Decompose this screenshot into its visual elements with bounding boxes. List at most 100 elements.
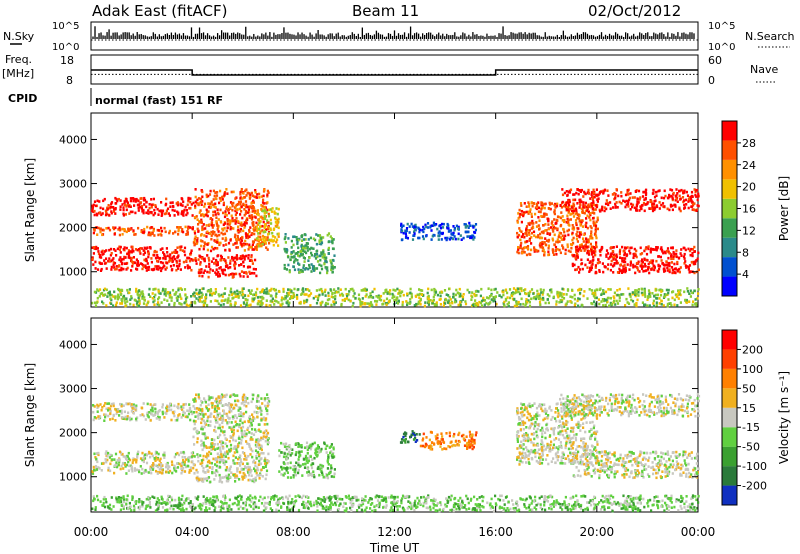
range-cell [251,194,255,198]
range-cell [143,246,146,250]
range-cell [190,268,193,272]
range-cell [140,204,144,208]
range-cell [205,193,208,197]
range-cell [255,293,258,297]
range-cell [164,268,167,271]
range-cell [365,293,368,296]
range-cell [670,257,673,261]
range-cell [327,252,330,255]
range-cell [236,476,239,479]
range-cell [268,241,271,245]
range-cell [594,230,597,233]
range-cell [244,212,247,215]
range-cell [307,238,310,241]
range-cell [589,218,592,222]
range-cell [149,419,152,422]
range-cell [519,229,522,232]
range-cell [261,229,264,232]
range-cell [153,457,156,460]
range-cell [142,198,145,202]
range-cell [201,190,204,194]
range-cell [693,271,696,275]
range-cell [328,298,331,301]
range-cell [215,220,218,223]
range-cell [207,205,211,209]
range-cell [474,223,478,226]
range-cell [152,288,155,291]
range-cell [203,301,207,305]
range-cell [511,291,515,294]
range-cell [247,289,250,292]
range-cell [161,211,164,215]
range-cell [628,268,631,271]
range-cell [120,268,123,272]
range-cell [160,226,163,230]
range-cell [318,288,321,292]
range-cell [665,293,668,296]
range-cell [569,250,572,253]
range-cell [277,232,280,236]
range-cell [321,256,324,259]
range-cell [137,469,141,472]
range-cell [212,247,215,251]
range-cell [122,257,125,261]
range-cell [525,292,528,296]
range-cell [597,258,600,261]
range-cell [176,250,179,254]
range-cell [184,266,187,269]
range-cell [393,295,396,299]
range-cell [197,258,200,261]
range-cell [96,296,99,300]
range-cell [395,298,398,302]
range-cell [273,303,276,306]
range-cell [332,296,335,299]
range-cell [416,293,419,297]
range-cell [560,292,563,295]
range-cell [129,458,132,462]
range-cell [193,237,196,241]
range-cell [285,251,288,254]
range-cell [241,216,244,220]
range-cell [122,294,126,298]
range-cell [519,287,522,290]
range-cell [257,228,260,231]
range-cell [119,251,122,254]
range-cell [552,295,555,299]
range-cell [132,250,135,253]
range-cell [445,298,448,302]
range-cell [120,258,123,261]
range-cell [613,264,616,267]
range-cell [234,222,237,225]
range-cell [158,409,161,412]
range-cell [582,205,585,209]
range-cell [128,291,131,294]
range-cell [558,248,561,252]
range-cell [113,458,116,461]
range-cell [608,255,612,259]
range-cell [537,297,540,300]
range-cell [231,276,234,279]
range-cell [681,196,685,199]
range-cell [142,302,146,305]
range-cell [579,203,582,206]
range-cell [161,289,164,293]
range-cell [410,222,413,226]
range-cell [525,234,528,237]
range-cell [312,269,315,272]
range-cell [122,214,125,217]
range-cell [250,202,253,205]
range-cell [626,189,629,192]
range-cell [240,244,244,248]
range-cell [571,224,574,227]
range-cell [181,470,184,473]
range-cell [185,259,188,263]
range-cell [624,270,627,274]
range-cell [93,405,96,408]
range-cell [260,208,263,211]
range-cell [260,195,263,198]
range-cell [589,197,592,200]
range-cell [297,251,300,254]
range-cell [167,408,170,411]
range-cell [440,238,443,241]
range-cell [201,213,204,216]
